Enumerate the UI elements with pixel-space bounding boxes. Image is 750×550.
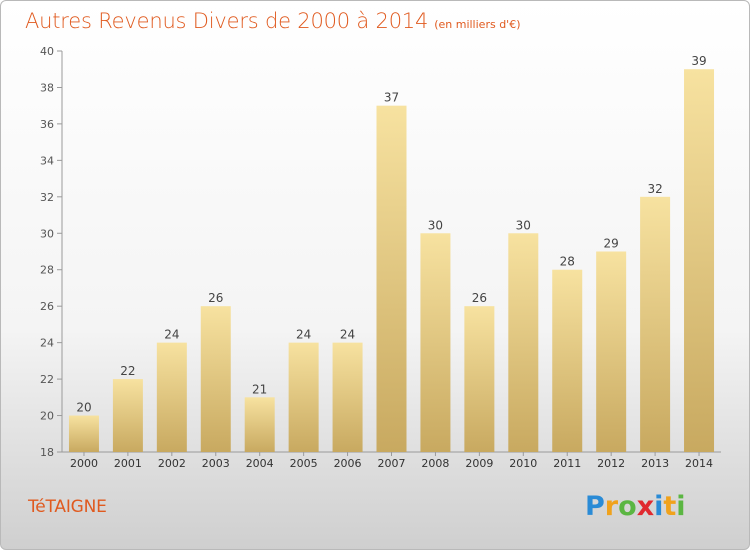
data-label-2000: 20 bbox=[76, 401, 91, 415]
chart-title: Autres Revenus Divers de 2000 à 2014 bbox=[25, 9, 429, 33]
logo-letter: i bbox=[654, 491, 664, 522]
x-tick-label-2000: 2000 bbox=[70, 457, 98, 470]
bar-2010 bbox=[508, 233, 539, 452]
x-tick-label-2001: 2001 bbox=[114, 457, 142, 470]
x-tick-label-2003: 2003 bbox=[202, 457, 230, 470]
bar-2004 bbox=[244, 397, 275, 452]
chart-subtitle: (en milliers d'€) bbox=[434, 18, 521, 31]
logo-letter: t bbox=[663, 491, 677, 522]
bar-2001 bbox=[112, 379, 143, 452]
data-label-2012: 29 bbox=[604, 237, 619, 251]
bar-2006 bbox=[332, 342, 363, 452]
y-tick-label: 38 bbox=[40, 81, 54, 94]
y-tick-label: 22 bbox=[40, 373, 54, 386]
x-tick-label-2012: 2012 bbox=[597, 457, 625, 470]
x-tick-label-2010: 2010 bbox=[509, 457, 537, 470]
y-tick-label: 20 bbox=[40, 410, 54, 423]
y-tick-label: 32 bbox=[40, 191, 54, 204]
y-tick-label: 24 bbox=[40, 337, 54, 350]
y-tick-label: 36 bbox=[40, 118, 54, 131]
data-label-2010: 30 bbox=[516, 218, 531, 232]
x-tick-label-2006: 2006 bbox=[334, 457, 362, 470]
bar-2014 bbox=[684, 69, 715, 453]
location-label: TéTAIGNE bbox=[28, 497, 107, 517]
data-label-2006: 24 bbox=[340, 328, 355, 342]
data-label-2001: 22 bbox=[120, 364, 135, 378]
x-tick-label-2014: 2014 bbox=[685, 457, 713, 470]
y-tick-label: 34 bbox=[40, 154, 54, 167]
data-label-2011: 28 bbox=[560, 255, 575, 269]
x-tick-label-2005: 2005 bbox=[290, 457, 318, 470]
logo-letter: x bbox=[636, 491, 655, 522]
bar-2012 bbox=[596, 251, 627, 452]
data-label-2014: 39 bbox=[691, 54, 706, 68]
bar-2005 bbox=[288, 342, 319, 452]
data-label-2009: 26 bbox=[472, 291, 487, 305]
x-tick-label-2011: 2011 bbox=[553, 457, 581, 470]
x-tick-label-2008: 2008 bbox=[421, 457, 449, 470]
x-tick-label-2009: 2009 bbox=[465, 457, 493, 470]
logo-letter: i bbox=[676, 491, 686, 522]
bar-2007 bbox=[376, 105, 407, 452]
data-label-2002: 24 bbox=[164, 328, 179, 342]
bar-2000 bbox=[68, 415, 99, 452]
bar-2011 bbox=[552, 269, 583, 452]
data-label-2007: 37 bbox=[384, 91, 399, 105]
logo-letter: o bbox=[618, 491, 637, 522]
logo-letter: r bbox=[604, 491, 619, 522]
bar-2002 bbox=[156, 342, 187, 452]
bar-2008 bbox=[420, 233, 451, 452]
x-tick-label-2004: 2004 bbox=[246, 457, 274, 470]
proxiti-logo: Proxiti bbox=[585, 491, 686, 522]
y-tick-label: 28 bbox=[40, 264, 54, 277]
data-label-2005: 24 bbox=[296, 328, 311, 342]
y-tick-label: 18 bbox=[40, 446, 54, 459]
data-label-2013: 32 bbox=[647, 182, 662, 196]
data-label-2008: 30 bbox=[428, 218, 443, 232]
y-tick-label: 40 bbox=[40, 45, 54, 58]
y-tick-label: 26 bbox=[40, 300, 54, 313]
x-tick-label-2013: 2013 bbox=[641, 457, 669, 470]
x-tick-label-2007: 2007 bbox=[378, 457, 406, 470]
bar-2003 bbox=[200, 306, 231, 452]
logo-letter: P bbox=[585, 491, 605, 522]
bar-2009 bbox=[464, 306, 495, 452]
data-label-2004: 21 bbox=[252, 382, 267, 396]
y-tick-label: 30 bbox=[40, 227, 54, 240]
chart-title-block: Autres Revenus Divers de 2000 à 2014 (en … bbox=[25, 9, 520, 33]
x-tick-label-2002: 2002 bbox=[158, 457, 186, 470]
data-label-2003: 26 bbox=[208, 291, 223, 305]
bar-2013 bbox=[640, 196, 671, 452]
